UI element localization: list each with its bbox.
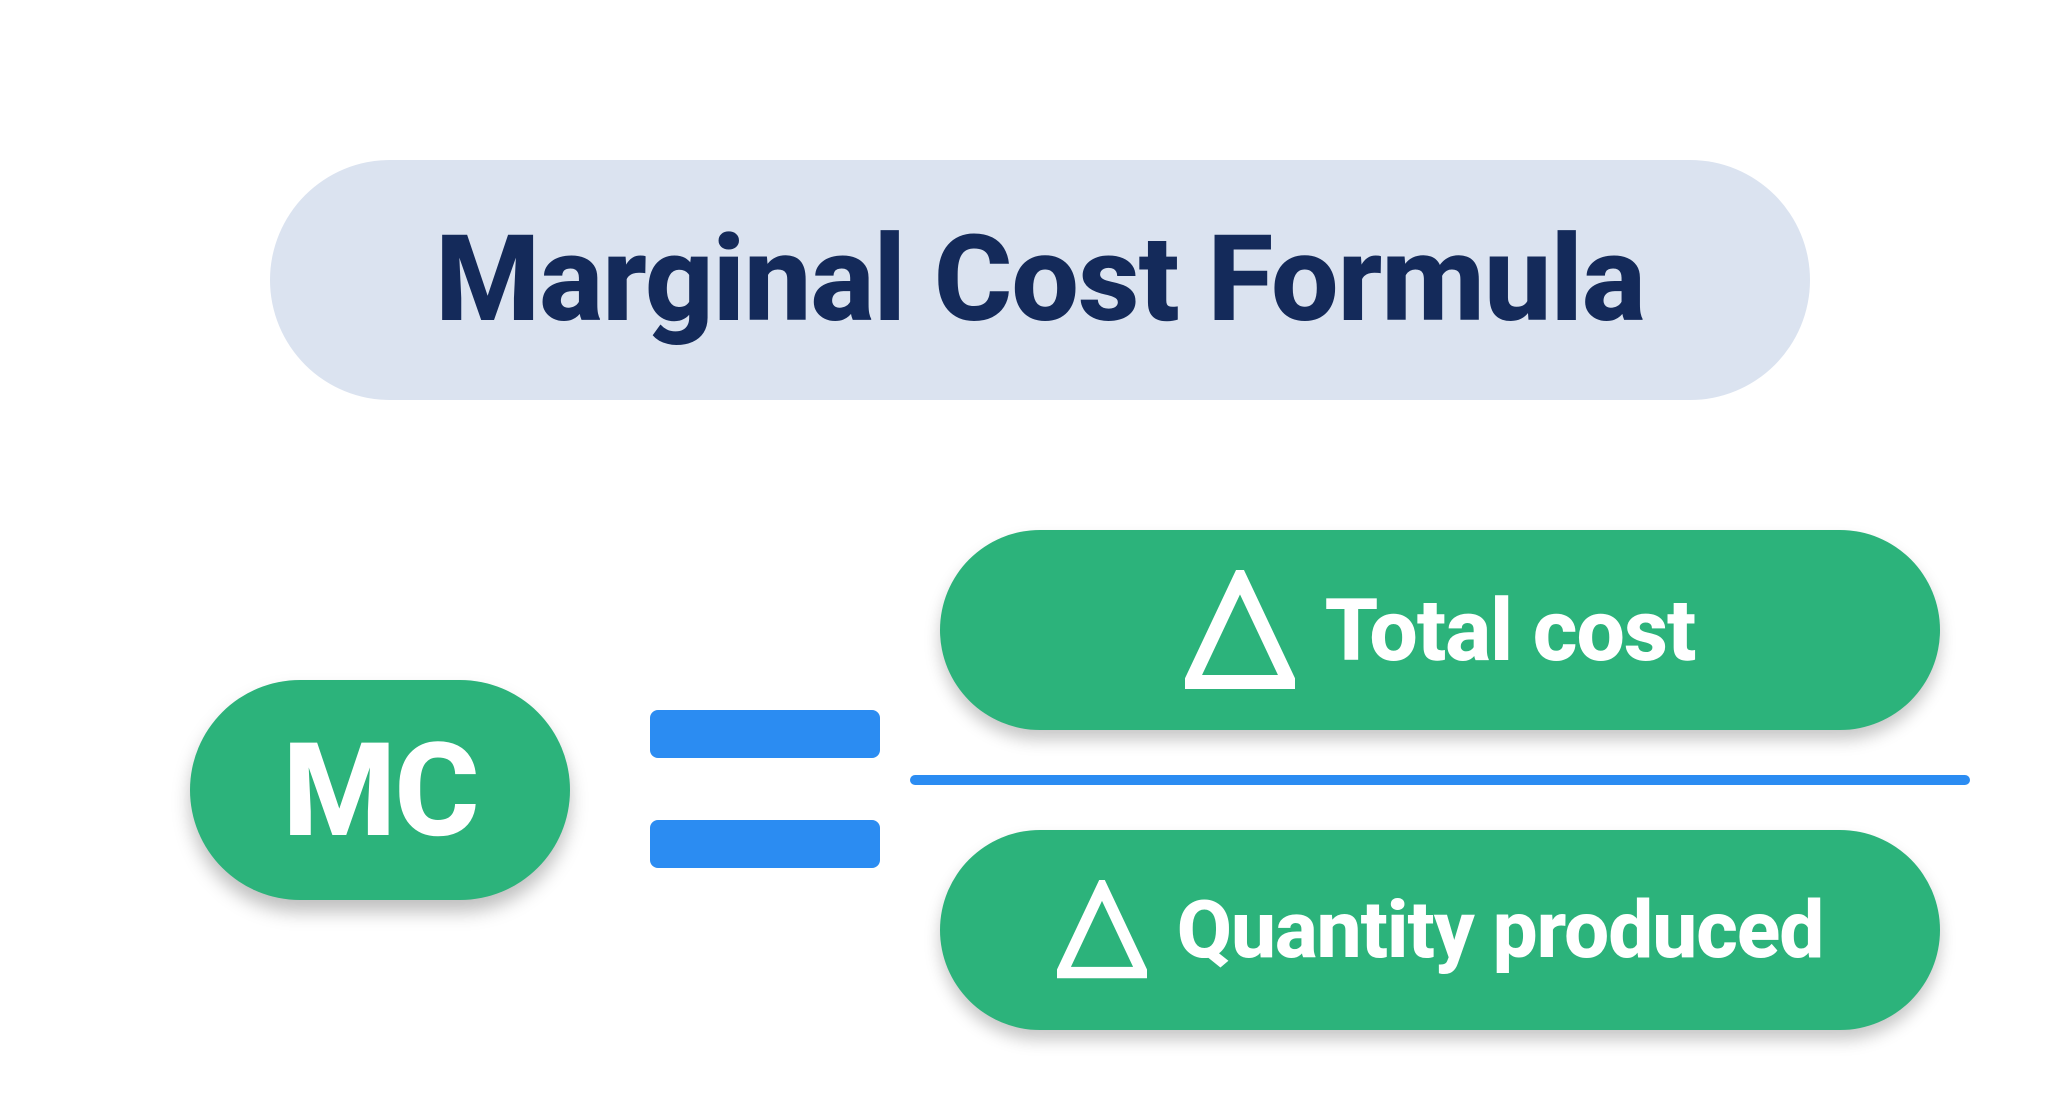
formula-infographic: Marginal Cost Formula MC Total cost Quan… [0, 0, 2061, 1097]
delta-icon [1185, 570, 1295, 690]
denominator-label: Quantity produced [1177, 883, 1824, 977]
mc-pill: MC [190, 680, 570, 900]
equals-bar-bottom [650, 820, 880, 868]
numerator-pill: Total cost [940, 530, 1940, 730]
delta-icon [1057, 880, 1147, 980]
mc-label: MC [282, 714, 477, 867]
denominator-pill: Quantity produced [940, 830, 1940, 1030]
equals-bar-top [650, 710, 880, 758]
title-pill: Marginal Cost Formula [270, 160, 1810, 400]
division-line [910, 775, 1970, 785]
title-text: Marginal Cost Formula [435, 210, 1645, 350]
equals-sign [650, 710, 880, 870]
numerator-label: Total cost [1325, 580, 1696, 681]
